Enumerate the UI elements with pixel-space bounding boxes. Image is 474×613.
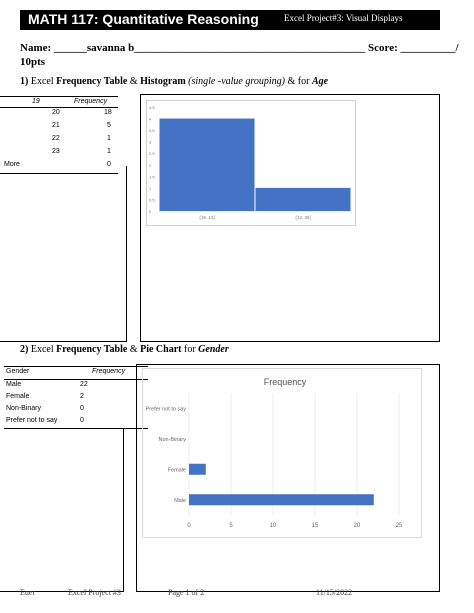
x-tick-label: 5 <box>229 523 233 529</box>
course-title: MATH 117: Quantitative Reasoning <box>28 11 259 27</box>
histogram-bar <box>255 187 351 211</box>
table-row: Non-Binary 0 <box>6 405 84 412</box>
column-header-gender: Gender <box>6 368 30 375</box>
table-row: Prefer not to say 0 <box>4 416 148 429</box>
table-row: 23 1 <box>52 148 111 155</box>
y-category-label: Non-Binary <box>158 437 186 443</box>
gender-bar-chart[interactable]: Frequency 0 5 10 15 20 25 Male Female Non-Binary P… <box>142 368 422 538</box>
y-tick-label: 0.5 <box>149 197 155 202</box>
footer-project: Excel Project #3 <box>68 588 121 597</box>
histogram-bar <box>159 118 255 211</box>
table-row: 22 1 <box>52 135 111 142</box>
y-tick-label: 3 <box>149 140 152 145</box>
column-header-frequency: Frequency <box>74 98 108 105</box>
section-1-heading: 1) Excel Frequency Table & Histogram (si… <box>20 76 329 87</box>
column-header-frequency: Frequency <box>92 368 126 375</box>
table-row: 20 18 <box>52 109 112 116</box>
x-tick-label: 10 <box>270 523 277 529</box>
y-tick-label: 1 <box>149 186 152 191</box>
bar <box>189 494 374 506</box>
y-tick-label: 4.5 <box>149 105 155 110</box>
gender-frequency-table: Gender Frequency Male 22 Female 2 Non-Bi… <box>4 366 148 429</box>
section-2-heading: 2) Excel Frequency Table & Pie Chart for… <box>20 344 229 355</box>
y-tick-label: 3.5 <box>149 128 155 133</box>
y-tick-label: 2.5 <box>149 151 155 156</box>
table-header: Gender Frequency <box>4 366 148 380</box>
header-bar: MATH 117: Quantitative Reasoning Excel P… <box>20 10 440 30</box>
x-tick-label: 0 <box>187 523 191 529</box>
table-row: More 0 <box>0 160 118 174</box>
x-tick-label: 15 <box>312 523 319 529</box>
table-row: Male 22 <box>6 381 88 388</box>
y-category-label: Female <box>168 467 186 473</box>
histogram-frame <box>140 94 440 342</box>
y-category-label: Male <box>174 498 186 504</box>
project-title: Excel Project#3: Visual Displays <box>284 13 403 23</box>
x-tick-label: (19, 13] <box>199 215 214 220</box>
y-tick-label: 4 <box>149 117 152 122</box>
footer-left: Euer <box>20 588 36 597</box>
table-row: Female 2 <box>6 393 84 400</box>
table-header: 19 Frequency <box>0 96 118 108</box>
page-footer: Euer Excel Project #3 Page 1 of 2 11/15/… <box>0 586 474 600</box>
table-row: 21 5 <box>52 122 111 129</box>
histogram-svg: 0 0.5 1 1.5 2 2.5 3 3.5 4 4.5 (19, 13] (13, 36] <box>149 105 351 220</box>
chart-title: Frequency <box>264 377 307 387</box>
gender-chart-frame <box>136 364 440 592</box>
y-tick-label: 0 <box>149 209 152 214</box>
y-category-label: Prefer not to say <box>146 406 187 412</box>
table-frame <box>0 428 124 592</box>
table-frame <box>0 166 127 342</box>
x-tick-label: 20 <box>354 523 361 529</box>
name-score-line: Name: ______savanna b___________________… <box>20 42 459 54</box>
points-line: 10pts <box>20 56 46 68</box>
column-header-19: 19 <box>32 98 40 105</box>
y-tick-label: 1.5 <box>149 174 155 179</box>
y-tick-label: 2 <box>149 163 152 168</box>
histogram-chart[interactable]: 0 0.5 1 1.5 2 2.5 3 3.5 4 4.5 (19, 13] (13, 36] <box>146 100 356 226</box>
age-frequency-table: 19 Frequency 20 18 21 5 22 1 23 1 More 0 <box>0 96 118 174</box>
footer-page: Page 1 of 2 <box>168 588 205 597</box>
gender-chart-svg: Frequency 0 5 10 15 20 25 Male Female Non-Binary P… <box>146 377 403 529</box>
bar <box>189 463 206 475</box>
footer-date: 11/15/2022 <box>316 588 353 597</box>
x-tick-label: (13, 36] <box>295 215 310 220</box>
x-tick-label: 25 <box>396 523 403 529</box>
